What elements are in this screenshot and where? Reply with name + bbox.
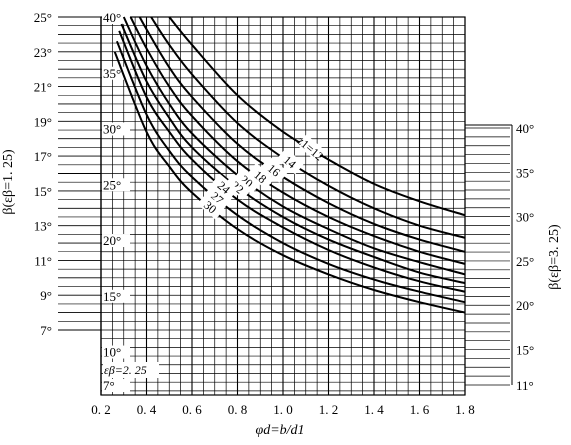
curve-label-bg <box>224 173 252 200</box>
left-tick-label: 15° <box>34 184 52 199</box>
right-axis-title: β(εβ=3. 25) <box>547 224 562 290</box>
inner-tick-label: 15° <box>103 289 121 304</box>
left-tick-label: 13° <box>34 219 52 234</box>
left-tick-label: 7° <box>40 323 52 338</box>
curve-24 <box>118 30 466 293</box>
left-tick-label: 19° <box>34 114 52 129</box>
right-tick-label: 40° <box>516 121 534 136</box>
left-tick-label: 21° <box>34 80 52 95</box>
x-axis-title: φd=b/d1 <box>255 423 304 438</box>
curve-16 <box>138 16 466 253</box>
inner-tick-label: 20° <box>103 233 121 248</box>
curve-label-bg <box>260 156 289 183</box>
x-tick-label: 1. 2 <box>319 402 339 417</box>
left-tick-label: 9° <box>40 288 52 303</box>
curve-label-bg <box>297 134 325 161</box>
inner-axis-title: εβ=2. 25 <box>104 363 147 377</box>
curve-label-bg <box>233 167 261 194</box>
right-tick-label: 25° <box>516 254 534 269</box>
inner-title-bg <box>103 362 159 378</box>
inner-tick-bg <box>102 345 130 359</box>
right-tick-label: 35° <box>516 165 534 180</box>
inner-tick-bg <box>102 234 130 248</box>
inner-tick-bg <box>102 379 130 392</box>
x-tick-label: 1. 8 <box>455 402 475 417</box>
curve-label-bg <box>276 148 305 175</box>
inner-tick-bg <box>102 289 130 303</box>
x-tick-label: 0. 6 <box>182 402 202 417</box>
left-axis-panel: 7° 9° 11° 13° 15° 17° 19° 21° 23° 25° <box>34 10 102 395</box>
curve-30 <box>113 51 466 314</box>
inner-tick-label: 25° <box>103 177 121 192</box>
curve-label-bg <box>197 193 225 220</box>
x-axis-ticks: 0. 2 0. 4 0. 6 0. 8 1. 0 1. 2 1. 4 1. 6 1. 8 <box>91 402 475 417</box>
left-tick-label: 23° <box>34 45 52 60</box>
x-tick-label: 1. 4 <box>364 402 384 417</box>
curve-label: z1=12 <box>294 133 326 163</box>
left-axis-title: β(εβ=1. 25) <box>1 149 16 215</box>
curve-label-bg <box>247 163 275 190</box>
curve-20 <box>122 16 466 276</box>
curve-22 <box>120 23 466 285</box>
x-tick-label: 0. 2 <box>91 402 111 417</box>
right-tick-label: 15° <box>516 343 534 358</box>
inner-tick-label: 35° <box>103 66 121 81</box>
inner-tick-label: 7° <box>103 378 115 393</box>
right-axis-panel: 11° 15° 20° 25° 30° 35° 40° <box>465 121 534 393</box>
x-tick-label: 0. 4 <box>137 402 157 417</box>
inner-tick-bg <box>102 11 130 24</box>
left-tick-label: 17° <box>34 149 52 164</box>
inner-tick-bg <box>102 66 130 80</box>
left-tick-label: 25° <box>34 10 52 25</box>
inner-tick-label: 30° <box>103 122 121 137</box>
right-tick-label: 11° <box>516 378 534 393</box>
inner-tick-label: 40° <box>103 10 121 25</box>
curve-label-bg <box>203 184 232 211</box>
left-tick-label: 11° <box>34 253 52 268</box>
x-tick-label: 1. 6 <box>410 402 430 417</box>
curve-label-bg <box>210 173 239 200</box>
inner-tick-bg <box>102 122 130 136</box>
right-tick-label: 30° <box>516 210 534 225</box>
inner-axis-ticks: 7° 10° 15° 20° 25° 30° 35° 40° <box>102 10 159 393</box>
right-tick-label: 20° <box>516 298 534 313</box>
curve-27 <box>115 40 466 304</box>
plot-frame <box>100 16 466 396</box>
x-tick-label: 1. 0 <box>273 402 293 417</box>
inner-tick-bg <box>102 178 130 192</box>
x-tick-label: 0. 8 <box>228 402 248 417</box>
inner-tick-label: 10° <box>103 345 121 360</box>
